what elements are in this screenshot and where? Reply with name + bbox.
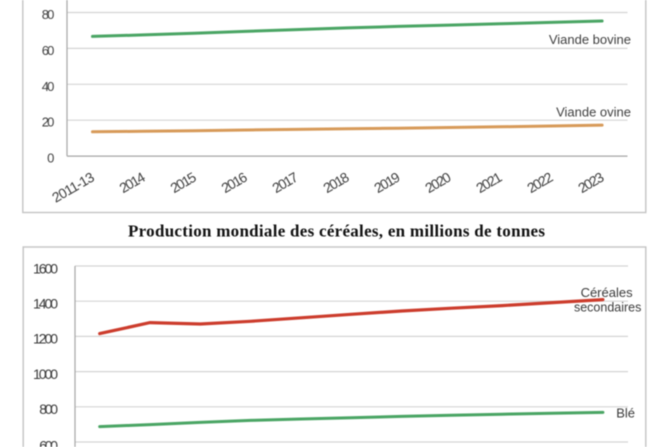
svg-text:1600: 1600: [33, 260, 58, 276]
svg-text:800: 800: [39, 401, 58, 417]
svg-text:Production mondiale des céréal: Production mondiale des céréales, en mil…: [128, 222, 545, 241]
svg-text:Céréales: Céréales: [581, 285, 634, 300]
svg-text:60: 60: [42, 43, 55, 58]
svg-text:secondaires: secondaires: [574, 301, 641, 315]
svg-text:Viande ovine: Viande ovine: [556, 104, 631, 119]
svg-text:40: 40: [42, 79, 55, 94]
svg-text:2019: 2019: [371, 169, 403, 196]
svg-text:2017: 2017: [269, 169, 301, 196]
svg-text:2018: 2018: [320, 169, 352, 196]
svg-text:0: 0: [47, 151, 54, 166]
svg-text:2011-13: 2011-13: [49, 169, 97, 206]
svg-text:1400: 1400: [33, 296, 58, 312]
svg-text:600: 600: [39, 438, 58, 447]
svg-text:2015: 2015: [168, 169, 200, 196]
svg-text:Blé: Blé: [616, 405, 635, 420]
svg-text:80: 80: [42, 7, 55, 22]
svg-text:1000: 1000: [33, 366, 58, 382]
svg-text:20: 20: [42, 115, 55, 130]
svg-text:2021: 2021: [473, 169, 505, 196]
svg-text:2020: 2020: [422, 169, 454, 196]
svg-text:2016: 2016: [219, 169, 251, 196]
svg-text:1200: 1200: [33, 331, 58, 347]
svg-text:Viande bovine: Viande bovine: [549, 32, 631, 47]
svg-text:2022: 2022: [524, 169, 556, 196]
svg-text:2023: 2023: [575, 169, 607, 196]
svg-text:2014: 2014: [117, 169, 149, 196]
